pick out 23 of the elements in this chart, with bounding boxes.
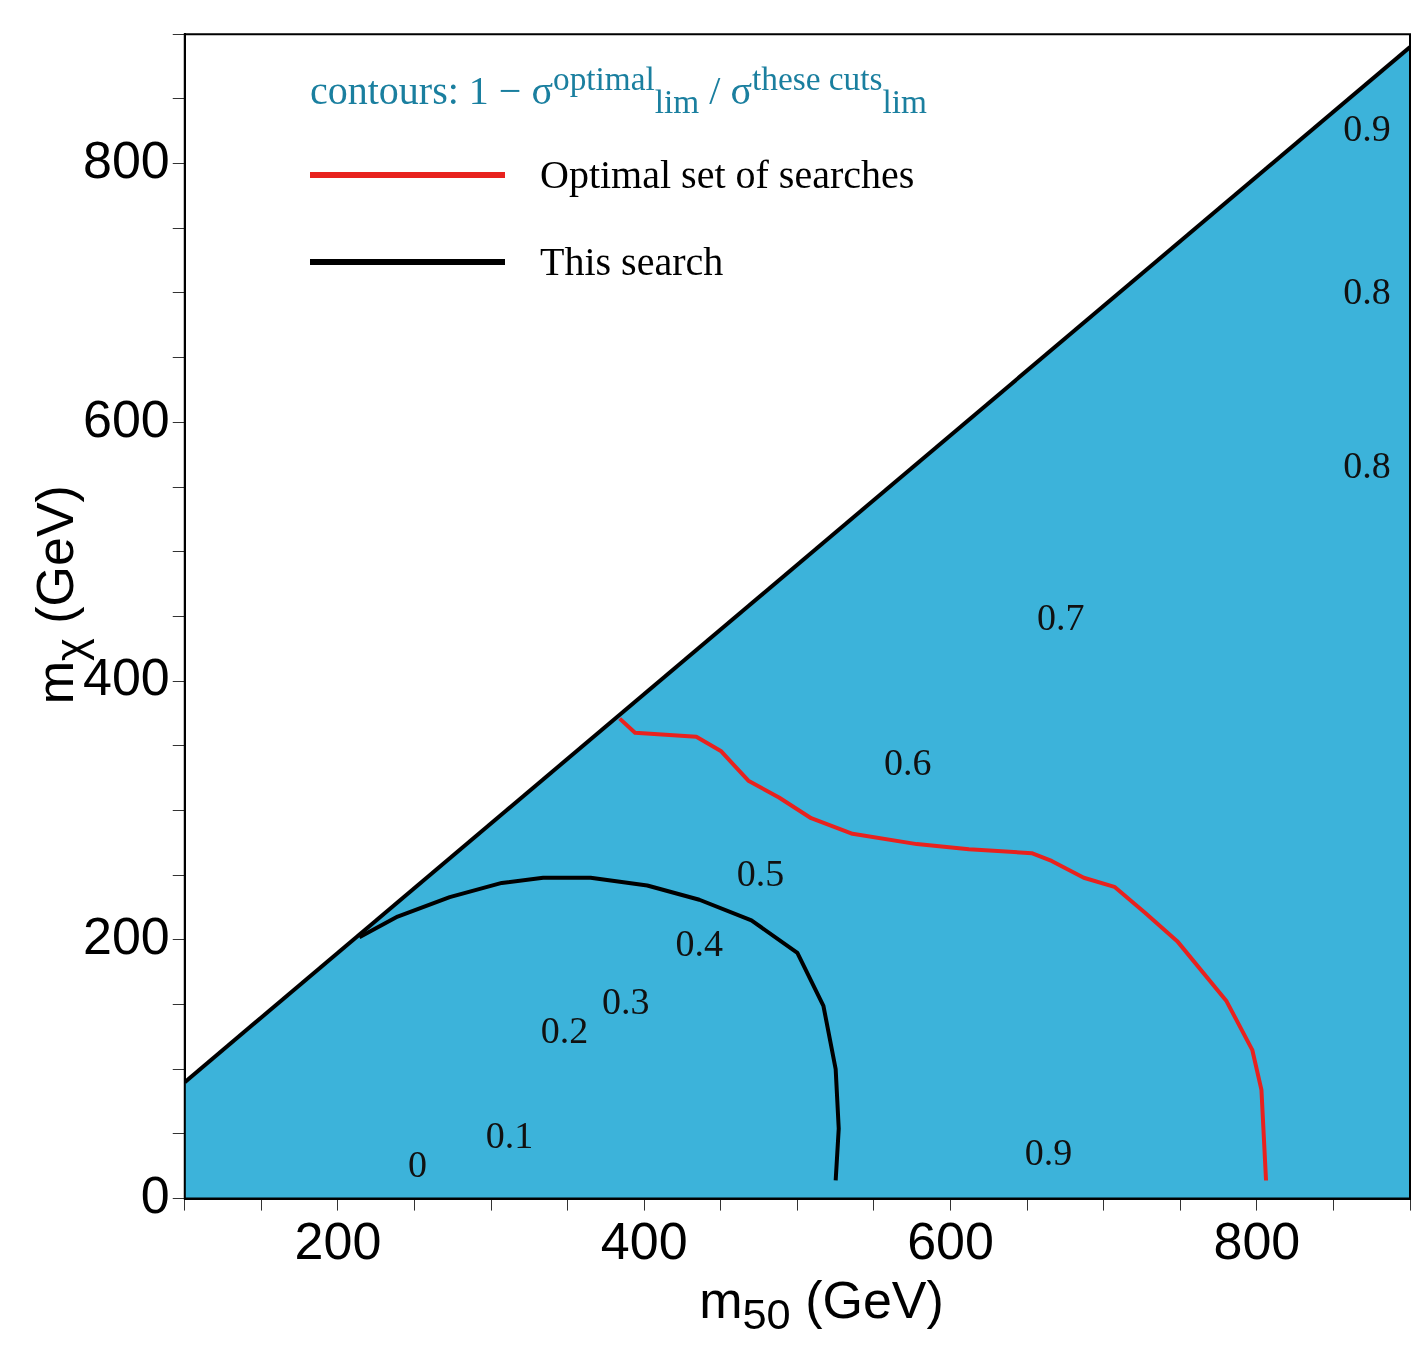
annotation: 0.4: [675, 921, 724, 964]
annotation: 0.8: [1343, 269, 1391, 312]
y-tick-label: 600: [82, 389, 170, 448]
annotation: 0.3: [602, 980, 650, 1023]
annotation: 0.6: [883, 741, 932, 784]
x-tick-label: 600: [907, 1212, 994, 1271]
x-axis-title: m$_{50}$ (GeV): [698, 1270, 945, 1340]
annotation: 0.8: [1343, 444, 1391, 487]
legend-label: Optimal set of searches: [540, 151, 915, 199]
annotation: 0.2: [540, 1009, 589, 1052]
legend-label: This search: [540, 238, 724, 286]
annotation: 0.9: [1343, 106, 1391, 149]
y-tick-label: 200: [82, 907, 170, 966]
annotation: 0.5: [736, 852, 785, 895]
x-tick-label: 800: [1213, 1212, 1301, 1271]
y-tick-label: 800: [82, 130, 170, 189]
x-tick-label: 400: [600, 1212, 688, 1271]
annotation: 0.7: [1037, 595, 1085, 638]
annotation: 0.1: [485, 1114, 534, 1157]
y-tick-label: 0: [140, 1165, 170, 1224]
annotation: 0.9: [1024, 1131, 1073, 1174]
x-tick-label: 200: [294, 1212, 382, 1271]
annotation: 0: [408, 1143, 428, 1186]
